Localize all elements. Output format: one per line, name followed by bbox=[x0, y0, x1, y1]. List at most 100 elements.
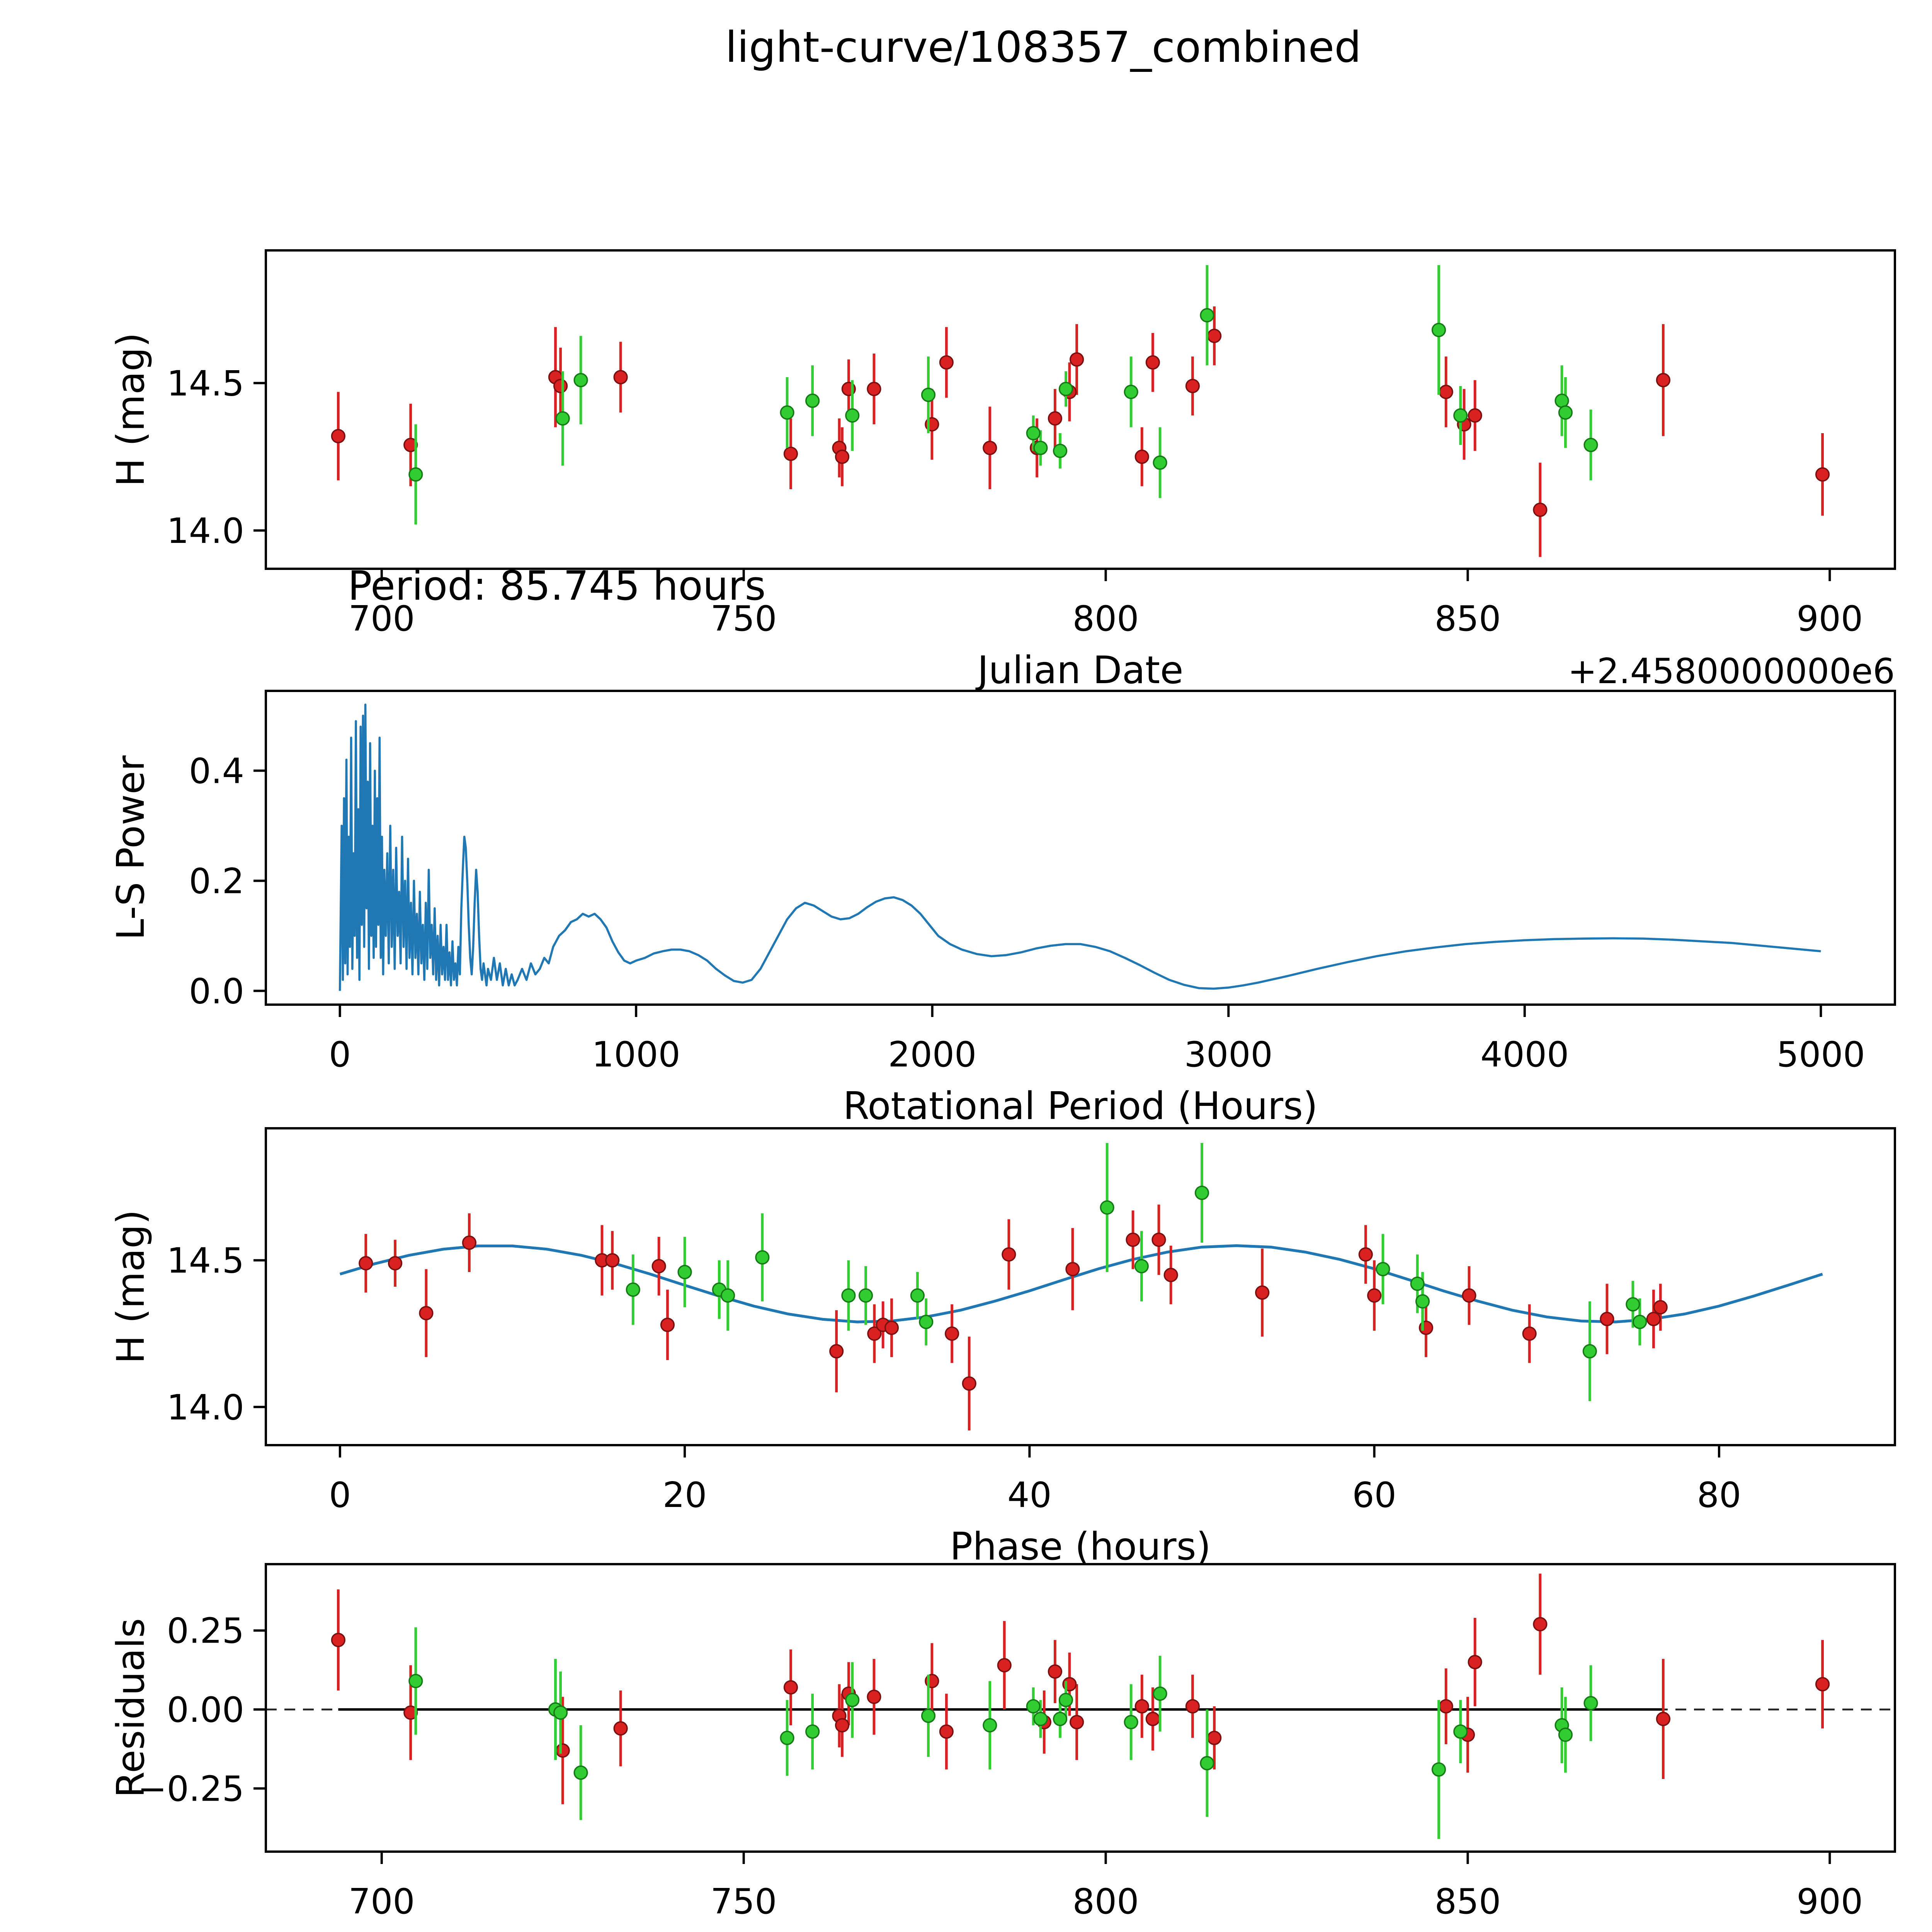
data-point bbox=[983, 440, 997, 455]
x-tick-label: 3000 bbox=[1184, 1034, 1273, 1075]
data-point bbox=[1065, 1262, 1080, 1277]
x-tick-label: 900 bbox=[1796, 599, 1863, 639]
data-point bbox=[939, 355, 954, 370]
data-point bbox=[1439, 1699, 1453, 1714]
series-red-filter bbox=[359, 1204, 1668, 1431]
data-point bbox=[845, 408, 860, 423]
x-tick-label: 60 bbox=[1352, 1475, 1396, 1515]
data-point bbox=[1462, 1288, 1476, 1303]
data-point bbox=[419, 1306, 434, 1320]
data-point bbox=[1431, 1762, 1446, 1777]
fit-curve bbox=[339, 1244, 1823, 1323]
data-point bbox=[605, 1253, 620, 1268]
x-tick-label: 20 bbox=[663, 1475, 707, 1515]
data-point bbox=[1151, 1232, 1166, 1247]
data-point bbox=[553, 379, 568, 393]
series-ls-power bbox=[338, 703, 1821, 991]
data-point bbox=[1200, 1756, 1214, 1770]
data-point bbox=[573, 1765, 588, 1780]
x-tick-label: 0 bbox=[329, 1475, 351, 1515]
series-green-filter bbox=[408, 265, 1598, 525]
data-point bbox=[835, 449, 850, 464]
y-tick-label: 0.00 bbox=[167, 1690, 244, 1730]
data-point bbox=[1522, 1326, 1537, 1341]
data-point bbox=[835, 1718, 850, 1733]
data-point bbox=[1053, 444, 1068, 458]
data-point bbox=[408, 1673, 423, 1689]
x-axis-label: Julian Date bbox=[975, 648, 1183, 692]
x-axis-offset-label: +2.4580000000e6 bbox=[1568, 651, 1895, 692]
data-point bbox=[1656, 373, 1670, 388]
data-point bbox=[1185, 379, 1200, 393]
data-point bbox=[388, 1256, 403, 1270]
x-tick-label: 750 bbox=[711, 1881, 777, 1922]
data-point bbox=[1600, 1311, 1614, 1327]
data-point bbox=[1410, 1276, 1425, 1291]
y-tick-label: 14.0 bbox=[167, 1387, 244, 1428]
period-annotation: Period: 85.745 hours bbox=[348, 562, 766, 609]
plot-area-lightcurve bbox=[331, 265, 1830, 557]
data-point bbox=[1002, 1247, 1016, 1262]
data-point bbox=[1439, 384, 1453, 399]
data-point bbox=[910, 1288, 925, 1303]
x-tick-label: 2000 bbox=[888, 1034, 976, 1075]
data-point bbox=[755, 1250, 770, 1265]
x-axis-label: Julian Date bbox=[975, 1931, 1183, 1932]
data-point bbox=[783, 446, 798, 461]
data-point bbox=[555, 1743, 570, 1758]
data-point bbox=[780, 405, 794, 420]
series-red-filter bbox=[331, 306, 1830, 557]
data-point bbox=[1153, 455, 1167, 470]
data-point bbox=[1124, 384, 1138, 399]
data-point bbox=[1533, 1617, 1548, 1631]
data-point bbox=[403, 437, 418, 452]
data-point bbox=[1100, 1200, 1114, 1215]
panel-periodogram: 0 1000 2000 3000 4000 5000 0.0 0.2 0.4 Rotational… bbox=[109, 690, 1896, 1128]
data-point bbox=[626, 1282, 640, 1297]
x-tick-label: 0 bbox=[329, 1034, 351, 1075]
x-tick-label: 40 bbox=[1007, 1475, 1052, 1515]
data-point bbox=[867, 381, 881, 396]
data-point bbox=[1554, 393, 1569, 408]
data-point bbox=[1145, 1712, 1160, 1726]
data-point bbox=[1070, 1715, 1084, 1730]
x-tick-label: 750 bbox=[711, 599, 777, 639]
data-point bbox=[1126, 1232, 1140, 1247]
data-point bbox=[1533, 502, 1548, 517]
data-point bbox=[613, 370, 628, 384]
data-point bbox=[555, 411, 570, 426]
plot-area-residuals bbox=[266, 1573, 1895, 1839]
series-green-filter bbox=[408, 1627, 1598, 1839]
data-point bbox=[1583, 437, 1598, 452]
x-tick-label: 700 bbox=[349, 599, 415, 639]
data-point bbox=[921, 388, 936, 402]
data-point bbox=[805, 1724, 820, 1739]
data-point bbox=[1431, 323, 1446, 337]
data-point bbox=[884, 1320, 899, 1335]
x-tick-label: 900 bbox=[1796, 1881, 1863, 1922]
data-point bbox=[921, 1708, 936, 1723]
series-red-filter bbox=[331, 1573, 1830, 1804]
x-tick-label: 80 bbox=[1697, 1475, 1742, 1515]
data-point bbox=[462, 1235, 477, 1250]
data-point bbox=[962, 1376, 976, 1391]
y-axis-label: H (mag) bbox=[109, 332, 153, 486]
data-point bbox=[721, 1288, 735, 1303]
data-point bbox=[1558, 1727, 1573, 1742]
data-point bbox=[783, 1680, 798, 1695]
data-point bbox=[1134, 449, 1149, 464]
x-tick-label: 800 bbox=[1073, 599, 1139, 639]
data-point bbox=[1376, 1262, 1390, 1277]
data-point bbox=[858, 1288, 873, 1303]
data-point bbox=[408, 467, 423, 482]
x-tick-label: 4000 bbox=[1480, 1034, 1569, 1075]
data-point bbox=[1653, 1300, 1668, 1315]
x-tick-label: 850 bbox=[1435, 599, 1501, 639]
series-green-filter bbox=[626, 1143, 1647, 1401]
data-point bbox=[780, 1731, 794, 1745]
x-tick-label: 1000 bbox=[592, 1034, 680, 1075]
data-point bbox=[1134, 1259, 1149, 1274]
data-point bbox=[1048, 411, 1063, 426]
